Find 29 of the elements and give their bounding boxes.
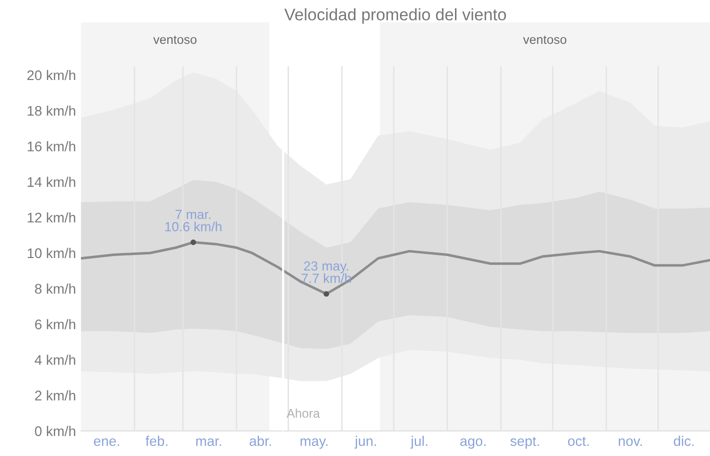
y-tick-label: 4 km/h: [34, 354, 76, 365]
y-tick-label: 18 km/h: [28, 106, 76, 116]
band-label: ventoso: [523, 36, 566, 44]
x-tick-label: ago.: [460, 438, 486, 449]
chart-title: Velocidad promedio del viento: [284, 8, 506, 24]
x-tick-label: mar.: [196, 438, 222, 446]
ref-line-label: Ahora: [286, 408, 320, 418]
x-tick-label: nov.: [618, 438, 642, 446]
y-tick-label: 16 km/h: [28, 141, 76, 152]
y-tick-label: 14 km/h: [28, 176, 76, 187]
x-tick-label: ene.: [94, 438, 120, 446]
x-tick-label: jun.: [354, 436, 376, 449]
x-tick-label: jul.: [410, 436, 428, 449]
x-tick-label: abr.: [250, 436, 271, 446]
annotation: 7 mar. 10.6 km/h: [165, 210, 222, 232]
band-label: ventoso: [153, 36, 196, 44]
y-tick-label: 10 km/h: [28, 248, 76, 258]
y-tick-label: 12 km/h: [28, 212, 76, 223]
x-tick-label: feb.: [146, 436, 168, 446]
y-tick-label: 0 km/h: [34, 426, 76, 436]
y-tick-label: 8 km/h: [35, 284, 76, 294]
x-tick-label: may.: [300, 438, 328, 449]
y-tick-label: 6 km/h: [35, 319, 76, 330]
y-tick-label: 2 km/h: [35, 390, 76, 400]
x-tick-label: dic.: [674, 436, 694, 446]
x-tick-label: sept.: [510, 436, 539, 449]
y-tick-label: 20 km/h: [27, 70, 76, 80]
annotation: 23 may. 7.7 km/h: [302, 261, 351, 283]
x-tick-label: oct.: [568, 436, 589, 446]
